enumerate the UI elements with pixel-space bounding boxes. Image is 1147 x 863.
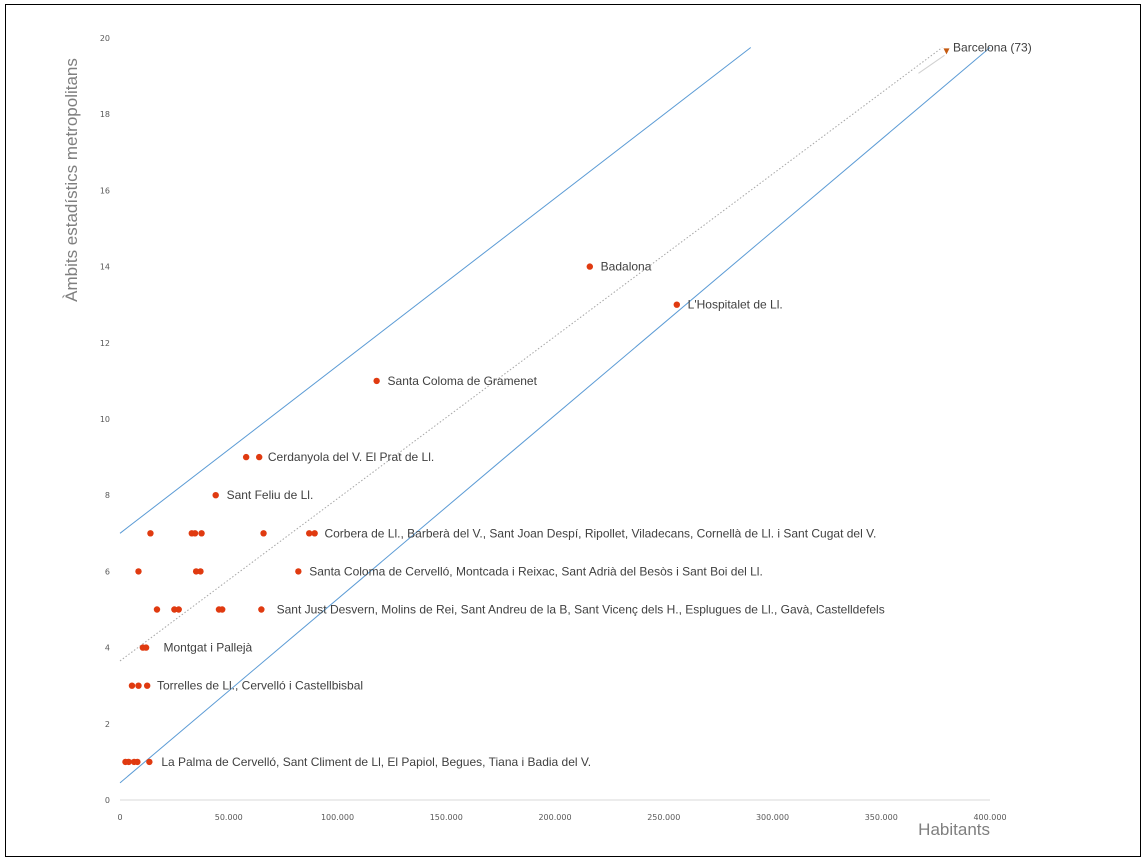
x-tick-label: 50.000 — [215, 813, 243, 822]
data-point — [212, 492, 219, 499]
data-point — [175, 606, 182, 613]
point-label: Santa Coloma de Gramenet — [388, 374, 538, 388]
point-label: Barcelona (73) — [953, 41, 1032, 55]
point-label: Corbera de Ll., Barberà del V., Sant Joa… — [324, 526, 876, 540]
data-point — [256, 453, 263, 461]
data-point — [153, 606, 161, 613]
y-tick-label: 4 — [105, 644, 110, 653]
barcelona-leader-line — [918, 54, 945, 74]
x-axis-title: Habitants — [918, 820, 990, 839]
x-tick-label: 150.000 — [430, 813, 463, 822]
data-point-triangle — [943, 48, 950, 55]
x-tick-label: 100.000 — [321, 813, 354, 822]
point-annotations: Barcelona (73) Badalona L'Hospitalet de Ll… — [157, 41, 1032, 769]
y-tick-label: 14 — [100, 263, 110, 272]
x-tick-label: 0 — [117, 813, 122, 822]
data-point — [242, 453, 250, 461]
data-point — [191, 530, 199, 537]
y-tick-label: 20 — [100, 34, 110, 43]
data-point — [135, 568, 142, 575]
x-tick-label: 400.000 — [973, 813, 1006, 822]
data-point — [134, 758, 141, 766]
point-label: Santa Coloma de Cervelló, Montcada i Rei… — [309, 564, 763, 578]
data-point — [258, 606, 265, 613]
y-tick-label: 8 — [105, 491, 110, 500]
data-point — [146, 758, 153, 766]
y-tick-label: 6 — [105, 567, 110, 576]
data-point — [311, 530, 318, 537]
data-point — [143, 682, 151, 689]
data-points — [122, 48, 950, 766]
data-point — [128, 682, 136, 689]
upper-band-line — [119, 47, 752, 534]
y-tick-label: 2 — [105, 720, 110, 729]
point-label: Torrelles de Ll., Cervelló i Castellbisb… — [157, 679, 363, 693]
point-label: Cerdanyola del V. El Prat de Ll. — [268, 450, 434, 464]
y-tick-label: 10 — [100, 415, 110, 424]
data-point — [295, 568, 302, 575]
y-tick-label: 18 — [100, 110, 110, 119]
chart-frame — [5, 4, 1141, 857]
data-point — [142, 644, 150, 651]
lower-band-line — [119, 47, 991, 784]
x-tick-label: 200.000 — [538, 813, 571, 822]
y-tick-label: 12 — [100, 339, 110, 348]
data-point — [219, 606, 226, 613]
data-point — [197, 568, 204, 575]
reference-lines — [119, 47, 991, 784]
point-label: Sant Feliu de Ll. — [227, 488, 314, 502]
data-point — [147, 530, 154, 537]
data-point — [673, 301, 680, 308]
data-point — [260, 530, 267, 537]
point-label: La Palma de Cervelló, Sant Climent de Ll… — [161, 755, 591, 769]
trend-line — [119, 47, 943, 662]
y-tick-label: 16 — [100, 186, 110, 195]
data-point — [135, 682, 142, 689]
x-tick-label: 350.000 — [865, 813, 898, 822]
data-point — [586, 263, 593, 270]
data-point — [306, 530, 313, 537]
data-point — [373, 377, 380, 385]
y-axis-title: Àmbits estadístics metropolitans — [62, 58, 81, 302]
data-point — [198, 530, 205, 537]
x-tick-label: 250.000 — [647, 813, 680, 822]
point-label: Montgat i Pallejà — [164, 641, 253, 655]
axes: 0 50.000 100.000 150.000 200.000 250.000 300.0… — [100, 34, 1007, 822]
point-label: Badalona — [601, 260, 652, 274]
x-tick-label: 300.000 — [756, 813, 789, 822]
y-tick-label: 0 — [105, 796, 110, 805]
point-label: L'Hospitalet de Ll. — [688, 298, 783, 312]
point-label: Sant Just Desvern, Molins de Rei, Sant A… — [277, 603, 885, 617]
data-point — [125, 758, 132, 766]
